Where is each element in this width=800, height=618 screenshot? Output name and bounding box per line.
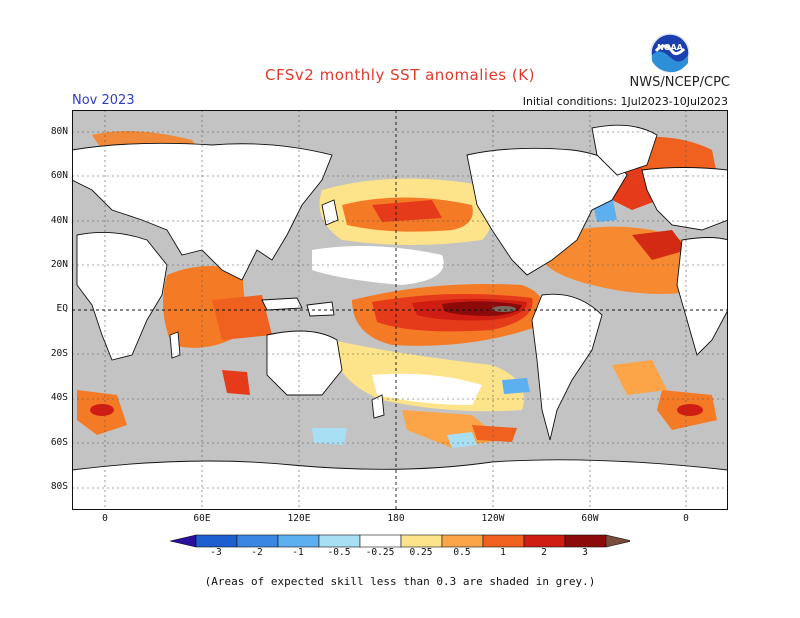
skill-note: (Areas of expected skill less than 0.3 a… [204,575,596,588]
lat-label: 20N [50,259,68,270]
initial-conditions: Initial conditions: 1Jul2023-10Jul2023 [522,95,728,108]
lat-label: EQ [56,303,68,314]
colorbar-segment [170,534,197,548]
lon-label: 60E [193,513,211,524]
lon-label: 120E [287,513,311,524]
lon-label: 60W [581,513,599,524]
colorbar-tick: -2 [251,547,263,558]
colorbar-segment [236,534,279,548]
colorbar-segment [318,534,361,548]
land-masses [72,124,728,510]
graticule [72,110,728,510]
colorbar-segment [195,534,238,548]
colorbar-tick: 0.5 [453,547,471,558]
lon-label: 0 [683,513,689,524]
colorbar-tick: -3 [210,547,222,558]
lon-label: 120W [481,513,505,524]
colorbar-segment [277,534,320,548]
colorbar-tick: 1 [500,547,506,558]
sst-anomaly-map [72,110,728,510]
colorbar-segment [564,534,607,548]
colorbar-segment [441,534,484,548]
lat-label: 60N [50,170,68,181]
lon-label: 0 [102,513,108,524]
colorbar-tick: -0.25 [365,547,395,558]
lat-label: 20S [50,348,68,359]
colorbar-segment [359,534,402,548]
colorbar-tick: 0.25 [409,547,433,558]
colorbar-tick: -0.5 [327,547,351,558]
colorbar-segment [523,534,566,548]
lat-label: 60S [50,437,68,448]
noaa-logo: NOAA [650,33,690,73]
lon-label: 180 [387,513,405,524]
colorbar-tick: 2 [541,547,547,558]
colorbar-segment [605,534,630,548]
agency-label: NWS/NCEP/CPC [629,75,730,90]
forecast-month: Nov 2023 [72,93,135,108]
colorbar [170,534,630,548]
lat-label: 80N [50,126,68,137]
lat-label: 80S [50,481,68,492]
map-frame [72,110,728,510]
colorbar-segment [400,534,443,548]
lat-label: 40N [50,215,68,226]
colorbar-tick: 3 [582,547,588,558]
map-title: CFSv2 monthly SST anomalies (K) [265,66,535,84]
logo-text: NOAA [657,43,683,52]
lat-label: 40S [50,392,68,403]
colorbar-segment [482,534,525,548]
colorbar-tick: -1 [292,547,304,558]
